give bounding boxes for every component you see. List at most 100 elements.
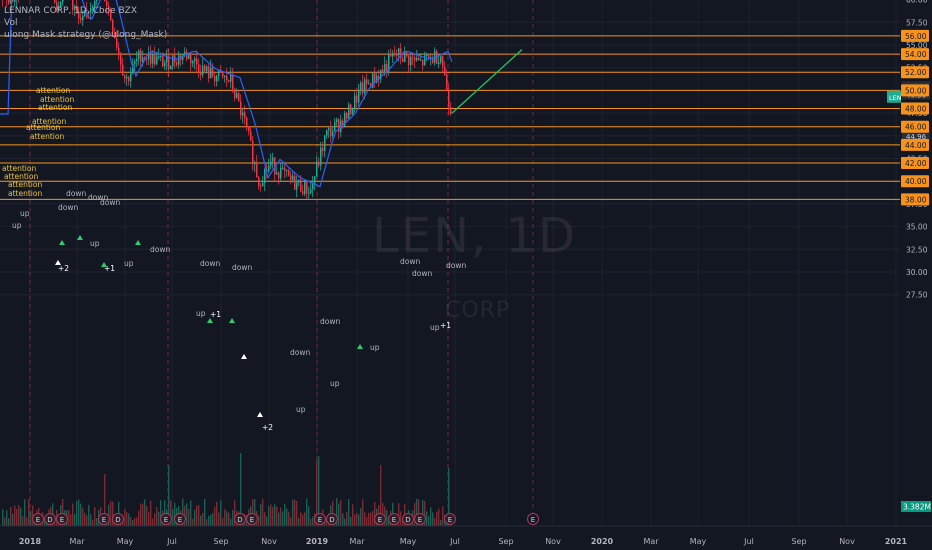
price-candle [416,57,418,61]
level-price-label: 46.00 [905,123,927,132]
buy-arrow-icon [59,240,65,245]
price-candle [330,128,332,137]
price-candle [226,76,228,80]
volume-bar [190,500,192,526]
volume-bar [68,510,70,526]
event-marker-icon[interactable] [414,513,426,525]
event-marker-icon[interactable] [527,513,539,525]
event-marker-icon[interactable] [326,513,338,525]
price-candle [306,180,308,194]
event-marker-icon[interactable] [56,513,68,525]
volume-indicator-label[interactable]: Vol [4,18,18,28]
price-candle [154,53,156,65]
event-marker-icon[interactable] [234,513,246,525]
price-candle [386,63,388,72]
volume-bar [338,503,340,526]
volume-bar [172,509,174,526]
event-marker-icon[interactable] [160,513,172,525]
signal-label: attention [8,189,42,198]
volume-bar [210,514,212,526]
price-candle [404,52,406,62]
signal-label: attention [36,86,70,95]
volume-bar [130,516,132,526]
price-candle [364,79,366,94]
price-candle [440,56,442,63]
volume-bar [138,510,140,526]
volume-bar [144,499,146,526]
event-marker-icon[interactable] [174,513,186,525]
volume-bar [438,508,440,526]
time-axis-label: Mar [69,537,85,546]
volume-bar [28,498,30,526]
level-price-tag [901,102,929,115]
price-candle [160,56,162,58]
event-marker-icon[interactable] [112,513,124,525]
price-candle [380,69,382,80]
price-candle [54,0,56,3]
time-axis-label: Sep [498,537,513,546]
price-candle [144,57,146,59]
price-candle [196,58,198,65]
event-marker-icon[interactable] [44,513,56,525]
event-marker-icon[interactable] [388,513,400,525]
time-axis[interactable] [0,526,932,550]
volume-bar [24,499,26,526]
event-marker-icon[interactable] [402,513,414,525]
signal-label: down [232,263,252,272]
volume-bar [206,519,208,526]
price-candle [212,67,214,77]
trend-line[interactable] [451,49,523,114]
volume-value-label: 3.382M [903,503,931,512]
price-candle [390,54,392,57]
price-candle [264,169,266,183]
price-axis-tick: 57.50 [906,18,928,27]
level-price-label: 52.00 [905,68,927,77]
time-axis-label: May [400,537,417,546]
price-candle [86,9,88,11]
volume-bar [22,516,24,526]
price-candle [280,167,282,179]
volume-bar [440,519,442,526]
time-axis-label: Jul [449,537,460,546]
event-marker-label: D [237,516,242,524]
volume-bar [426,511,428,526]
volume-bar [262,498,264,526]
price-candle [370,83,372,88]
event-marker-icon[interactable] [314,513,326,525]
symbol-title[interactable]: LENNAR CORP, 1D, Cboe BZX [4,6,137,16]
price-candle [148,52,150,60]
price-candle [322,147,324,151]
signal-label: attention [26,123,60,132]
event-marker-icon[interactable] [98,513,110,525]
strategy-indicator-label[interactable]: ulong Mask strategy (@ulong_Mask) [4,30,168,40]
signal-label: +1 [440,321,451,330]
event-marker-icon[interactable] [32,513,44,525]
price-candle [282,167,284,169]
volume-bar [76,501,78,526]
price-candle [396,54,398,56]
level-price-tag [901,193,929,206]
event-marker-icon[interactable] [374,513,386,525]
price-candle [382,69,384,72]
event-marker-icon[interactable] [246,513,258,525]
price-candle [82,16,84,21]
time-axis-label: Sep [213,537,228,546]
price-candle [346,112,348,119]
level-price-label: 40.00 [905,177,927,186]
volume-bar [424,500,426,526]
signal-label: up [20,209,30,218]
volume-bar [388,517,390,526]
price-candle [356,95,358,103]
price-candle [376,75,378,83]
price-candle [254,162,256,165]
price-axis-tick: 27.50 [906,291,928,300]
price-candle [310,189,312,194]
volume-bar [350,516,352,526]
volume-bar [134,518,136,526]
volume-bar [400,511,402,526]
volume-bar [252,499,254,526]
volume-bar [364,512,366,526]
event-marker-icon[interactable] [444,513,456,525]
